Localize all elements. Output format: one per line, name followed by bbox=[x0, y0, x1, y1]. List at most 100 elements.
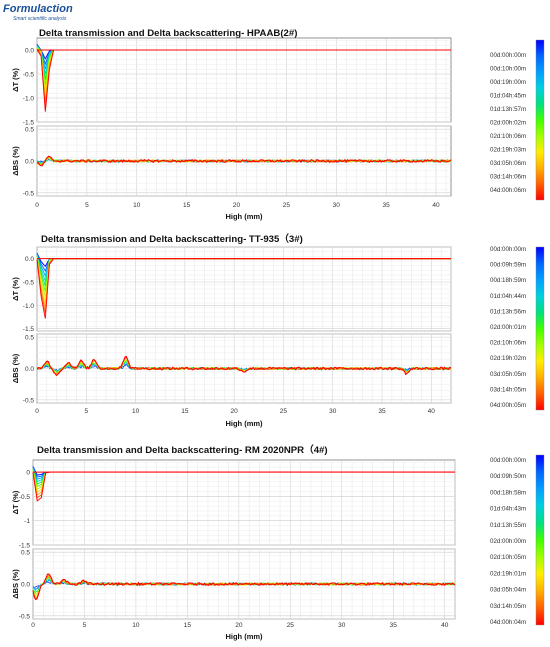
delta-t-curves bbox=[36, 252, 451, 319]
delta-bs-curve bbox=[36, 155, 452, 167]
legend-time-label: 01d:04h:44m bbox=[490, 293, 526, 300]
y-tick-label: -1.0 bbox=[23, 96, 35, 103]
x-tick-label: 40 bbox=[432, 202, 440, 209]
chart-3: Delta transmission and Delta backscatter… bbox=[11, 444, 545, 641]
colorbar bbox=[535, 39, 545, 201]
legend-time-label: 02d:00h:00m bbox=[490, 538, 526, 545]
x-tick-label: 25 bbox=[280, 408, 288, 415]
y-tick-label: -0.5 bbox=[23, 280, 35, 287]
legend-time-label: 03d:05h:05m bbox=[490, 371, 526, 378]
x-tick-label: 15 bbox=[184, 622, 192, 629]
delta-bs-curves bbox=[32, 573, 456, 601]
delta-bs-curves bbox=[36, 155, 452, 167]
legend-time-label: 02d:00h:02m bbox=[490, 120, 526, 127]
y-tick-label: 0.0 bbox=[25, 159, 34, 166]
x-tick-label: 30 bbox=[333, 202, 341, 209]
y-tick-label: 0.0 bbox=[25, 366, 34, 373]
plot-frame bbox=[36, 37, 452, 123]
legend-time-label: 01d:13h:57m bbox=[490, 106, 526, 113]
delta-t-curves bbox=[32, 466, 455, 502]
legend-time-label: 04d:00h:06m bbox=[490, 187, 526, 194]
formulaction-logo: Formulaction Smart scientific analysis bbox=[3, 2, 123, 28]
chart-2: Delta transmission and Delta backscatter… bbox=[11, 233, 545, 428]
chart-1: Delta transmission and Delta backscatter… bbox=[11, 28, 545, 221]
delta-t-panel: 0.0 -0.5 -1.0 -1.5 ΔT (%) bbox=[11, 246, 452, 333]
x-tick-label: 0 bbox=[35, 202, 39, 209]
legend-time-label: 03d:05h:04m bbox=[490, 587, 526, 594]
delta-bs-curves bbox=[36, 355, 452, 377]
legend-time-label: 00d:00h:00m bbox=[490, 246, 526, 253]
legend-time-label: 02d:10h:06m bbox=[490, 340, 526, 347]
delta-t-curves bbox=[36, 43, 451, 112]
x-tick-label: 20 bbox=[235, 622, 243, 629]
x-tick-label: 10 bbox=[132, 622, 140, 629]
y-tick-label: -1.5 bbox=[19, 543, 31, 550]
legend-time-label: 04d:00h:05m bbox=[490, 402, 526, 409]
x-tick-label: 5 bbox=[83, 622, 87, 629]
plot-frame bbox=[32, 459, 456, 546]
y-tick-label: -0.5 bbox=[19, 494, 31, 501]
x-tick-label: 15 bbox=[183, 202, 191, 209]
legend-time-label: 00d:09h:50m bbox=[490, 473, 526, 480]
legend-time-label: 02d:19h:01m bbox=[490, 570, 526, 577]
x-tick-label: 20 bbox=[231, 408, 239, 415]
x-axis-label: High (mm) bbox=[225, 212, 263, 221]
y-tick-label: 0.0 bbox=[25, 256, 34, 263]
y-axis-label: ΔT (%) bbox=[11, 68, 20, 92]
delta-bs-curve bbox=[36, 355, 452, 377]
x-tick-label: 35 bbox=[390, 622, 398, 629]
x-tick-label: 35 bbox=[378, 408, 386, 415]
x-tick-label: 40 bbox=[428, 408, 436, 415]
x-tick-label: 5 bbox=[85, 202, 89, 209]
legend-time-label: 00d:18h:59m bbox=[490, 277, 526, 284]
x-tick-label: 10 bbox=[133, 202, 141, 209]
legend-time-label: 00d:19h:00m bbox=[490, 79, 526, 86]
delta-bs-panel: 0.5 0.0 -0.5 ΔBS (%) bbox=[11, 548, 456, 620]
legend-time-label: 03d:14h:06m bbox=[490, 174, 526, 181]
y-tick-label: -0.5 bbox=[23, 72, 35, 79]
delta-bs-panel: 0.5 0.0 -0.5 ΔBS (%) bbox=[11, 333, 452, 404]
x-tick-label: 20 bbox=[233, 202, 241, 209]
x-tick-label: 25 bbox=[283, 202, 291, 209]
x-tick-label: 40 bbox=[441, 622, 449, 629]
x-tick-label: 5 bbox=[84, 408, 88, 415]
x-tick-label: 35 bbox=[383, 202, 391, 209]
legend-time-label: 02d:00h:01m bbox=[490, 324, 526, 331]
legend-time-label: 00d:09h:59m bbox=[490, 262, 526, 269]
colorbar bbox=[535, 454, 545, 626]
legend-time-label: 04d:00h:04m bbox=[490, 619, 526, 626]
legend-time-label: 03d:05h:06m bbox=[490, 160, 526, 167]
x-tick-label: 10 bbox=[132, 408, 140, 415]
y-tick-label: -0.5 bbox=[23, 397, 35, 404]
y-axis-label: ΔBS (%) bbox=[11, 353, 20, 383]
chart-title: Delta transmission and Delta backscatter… bbox=[37, 444, 328, 456]
y-axis-label: ΔT (%) bbox=[11, 277, 20, 301]
legend-time-label: 02d:19h:02m bbox=[490, 355, 526, 362]
brand-name: Formulaction bbox=[3, 3, 73, 15]
y-axis-label: ΔBS (%) bbox=[11, 146, 20, 176]
colorbar bbox=[535, 246, 545, 411]
y-axis-label: ΔT (%) bbox=[11, 490, 20, 514]
y-tick-label: 0.0 bbox=[21, 582, 30, 589]
legend-time-label: 01d:04h:43m bbox=[490, 506, 526, 513]
legend-time-label: 00d:18h:58m bbox=[490, 489, 526, 496]
y-tick-label: -0.5 bbox=[19, 613, 31, 620]
x-axis-label: High (mm) bbox=[225, 632, 263, 641]
legend-time-label: 03d:14h:05m bbox=[490, 386, 526, 393]
legend-time-label: 01d:04h:45m bbox=[490, 93, 526, 100]
x-tick-label: 30 bbox=[338, 622, 346, 629]
y-tick-label: -1.0 bbox=[23, 303, 35, 310]
y-tick-label: -1 bbox=[24, 518, 30, 525]
chart-title: Delta transmission and Delta backscatter… bbox=[41, 233, 303, 245]
x-tick-label: 25 bbox=[287, 622, 295, 629]
legend-time-label: 03d:14h:05m bbox=[490, 603, 526, 610]
y-tick-label: -1.5 bbox=[23, 120, 35, 127]
x-tick-label: 0 bbox=[35, 408, 39, 415]
legend-time-label: 01d:13h:55m bbox=[490, 522, 526, 529]
y-tick-label: -1.5 bbox=[23, 326, 35, 333]
y-tick-label: 0 bbox=[26, 470, 30, 477]
legend-time-label: 02d:19h:03m bbox=[490, 147, 526, 154]
y-tick-label: 0.5 bbox=[21, 550, 30, 557]
x-axis-label: High (mm) bbox=[225, 419, 263, 428]
